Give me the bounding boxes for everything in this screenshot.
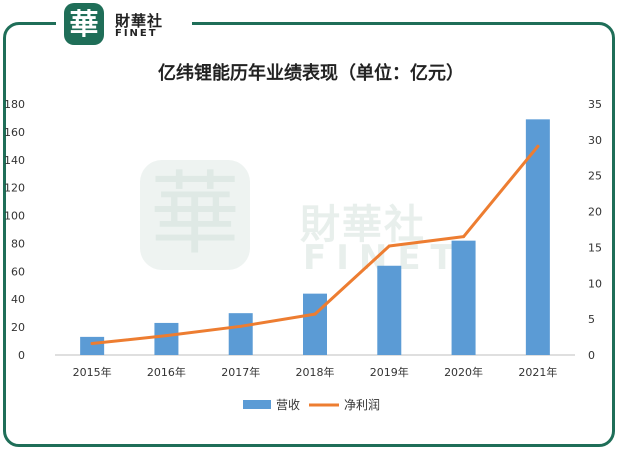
legend-label-revenue: 营收	[276, 398, 300, 412]
x-tick-label: 2019年	[370, 365, 409, 379]
watermark-name-cn: 財華社	[300, 202, 426, 248]
chart-legend: 营收 净利润	[243, 398, 380, 412]
x-tick-label: 2020年	[444, 365, 483, 379]
net-profit-point	[313, 312, 317, 316]
net-profit-point	[387, 244, 391, 248]
y-right-tick-label: 30	[588, 134, 602, 147]
y-left-tick-label: 160	[4, 126, 25, 139]
chart-title: 亿纬锂能历年业绩表现（单位：亿元）	[158, 62, 464, 84]
x-tick-label: 2015年	[73, 365, 112, 379]
revenue-bar	[303, 293, 327, 355]
net-profit-point	[90, 342, 94, 346]
revenue-bar	[377, 265, 402, 355]
y-right-tick-label: 25	[588, 170, 602, 183]
chart-frame	[3, 22, 615, 447]
y-left-tick-label: 40	[11, 293, 25, 306]
y-left-tick-label: 120	[4, 182, 25, 195]
y-right-tick-label: 35	[588, 98, 602, 111]
net-profit-point	[164, 334, 168, 338]
y-right-tick-label: 10	[588, 277, 602, 290]
x-tick-label: 2016年	[147, 365, 186, 379]
revenue-bar	[154, 322, 179, 355]
brand-name-cn: 財華社	[115, 12, 164, 30]
y-left-tick-label: 140	[4, 154, 25, 167]
x-tick-label: 2021年	[518, 365, 557, 379]
x-tick-label: 2018年	[296, 365, 335, 379]
y-right-tick-label: 20	[588, 206, 602, 219]
legend-swatch-revenue	[243, 400, 271, 409]
x-tick-label: 2017年	[221, 365, 260, 379]
y-left-tick-label: 0	[18, 349, 25, 362]
net-profit-point	[239, 324, 243, 328]
y-left-tick-label: 100	[4, 210, 25, 223]
y-left-tick-label: 180	[4, 98, 25, 111]
revenue-bar	[451, 240, 476, 355]
revenue-bar	[228, 313, 253, 355]
y-left-tick-label: 80	[11, 237, 25, 250]
legend-label-net-profit: 净利润	[344, 398, 380, 412]
revenue-bars	[80, 119, 550, 355]
chart-axes: 0 20 40 60 80 100 120 140 160 180 0 5 10 15 20 25 30 35 20…	[4, 98, 602, 379]
brand-name-en: FINET	[115, 28, 158, 39]
net-profit-line	[90, 144, 540, 346]
revenue-bar	[525, 119, 550, 355]
finet-logo-icon: 華	[64, 3, 104, 45]
y-left-tick-label: 20	[11, 321, 25, 334]
revenue-bar	[80, 336, 105, 355]
y-right-tick-label: 5	[588, 313, 595, 326]
y-right-tick-label: 0	[588, 349, 595, 362]
net-profit-point	[462, 235, 466, 239]
y-right-tick-label: 15	[588, 241, 602, 254]
y-left-tick-label: 60	[11, 265, 25, 278]
watermark-logo-icon: 華	[140, 160, 250, 270]
net-profit-point	[536, 144, 540, 148]
